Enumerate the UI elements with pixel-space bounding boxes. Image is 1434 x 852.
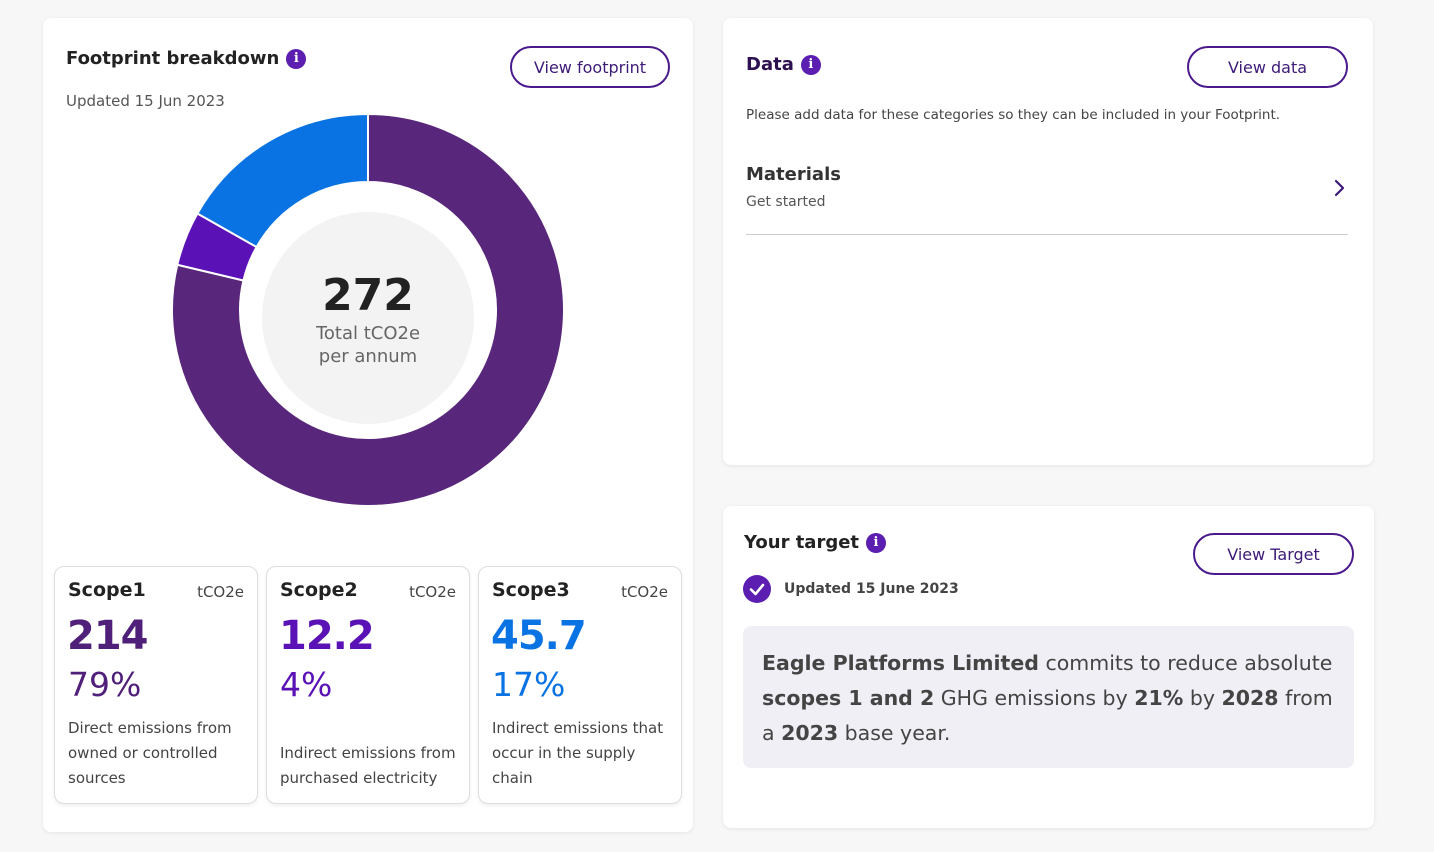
scope-description: Direct emissions from owned or controlle… — [68, 719, 232, 787]
scope-card-2[interactable]: Scope2 tCO2e 12.2 4% Indirect emissions … — [266, 566, 470, 804]
total-value: 272 — [322, 269, 414, 321]
view-data-button[interactable]: View data — [1187, 46, 1348, 88]
scope-card-3[interactable]: Scope3 tCO2e 45.7 17% Indirect emissions… — [478, 566, 682, 804]
total-label-line1: Total tCO2e — [315, 322, 421, 344]
footprint-title: Footprint breakdown i — [66, 48, 307, 69]
scope-percent: 79% — [68, 665, 142, 704]
target-text3: by — [1183, 686, 1222, 710]
target-text1: commits to reduce absolute — [1038, 651, 1333, 675]
target-updated: Updated 15 June 2023 — [784, 581, 959, 597]
target-title-text: Your target — [744, 532, 860, 553]
scope-value: 12.2 — [279, 613, 375, 659]
chevron-right-icon — [1334, 179, 1345, 197]
data-item-title: Materials — [746, 164, 841, 185]
target-text2: GHG emissions by — [934, 686, 1135, 710]
target-updated-row: Updated 15 June 2023 — [743, 575, 959, 603]
scope-value: 45.7 — [491, 613, 587, 659]
target-card: Your target i View Target Updated 15 Jun… — [723, 506, 1374, 828]
target-scopes: scopes 1 and 2 — [762, 686, 935, 710]
scope-name: Scope1 — [68, 579, 146, 601]
data-title-text: Data — [746, 54, 794, 75]
scope-percent: 17% — [492, 665, 566, 704]
target-company: Eagle Platforms Limited — [762, 651, 1039, 675]
target-base-year: 2023 — [781, 721, 839, 745]
scope-description: Indirect emissions that occur in the sup… — [492, 719, 664, 787]
scope-unit: tCO2e — [409, 583, 456, 601]
donut-center: 272 Total tCO2e per annum — [262, 212, 474, 424]
scope-card-1[interactable]: Scope1 tCO2e 214 79% Direct emissions fr… — [54, 566, 258, 804]
data-card: Data i View data Please add data for the… — [723, 18, 1373, 465]
info-icon[interactable]: i — [286, 48, 307, 69]
scope-value: 214 — [67, 613, 148, 659]
scope-unit: tCO2e — [197, 583, 244, 601]
target-title: Your target i — [744, 532, 887, 553]
scope-percent: 4% — [280, 665, 333, 704]
scope-unit: tCO2e — [621, 583, 668, 601]
scope-name: Scope2 — [280, 579, 358, 601]
footprint-title-text: Footprint breakdown — [66, 48, 280, 69]
data-item-materials[interactable]: Materials Get started — [746, 158, 1348, 235]
scope-name: Scope3 — [492, 579, 570, 601]
target-statement: Eagle Platforms Limited commits to reduc… — [743, 626, 1354, 768]
data-item-subtitle: Get started — [746, 194, 826, 210]
view-footprint-button[interactable]: View footprint — [510, 46, 670, 88]
target-year: 2028 — [1221, 686, 1279, 710]
view-target-button[interactable]: View Target — [1193, 533, 1354, 575]
total-label-line2: per annum — [318, 345, 418, 367]
check-circle-icon — [743, 575, 771, 603]
target-text4: from a — [762, 686, 1333, 745]
scope-description: Indirect emissions from purchased electr… — [280, 744, 456, 787]
target-percent: 21% — [1134, 686, 1184, 710]
footprint-updated: Updated 15 Jun 2023 — [66, 92, 225, 110]
data-title: Data i — [746, 54, 821, 75]
target-text5: base year. — [838, 721, 951, 745]
info-icon[interactable]: i — [800, 54, 821, 75]
info-icon[interactable]: i — [866, 532, 887, 553]
data-description: Please add data for these categories so … — [746, 107, 1281, 123]
